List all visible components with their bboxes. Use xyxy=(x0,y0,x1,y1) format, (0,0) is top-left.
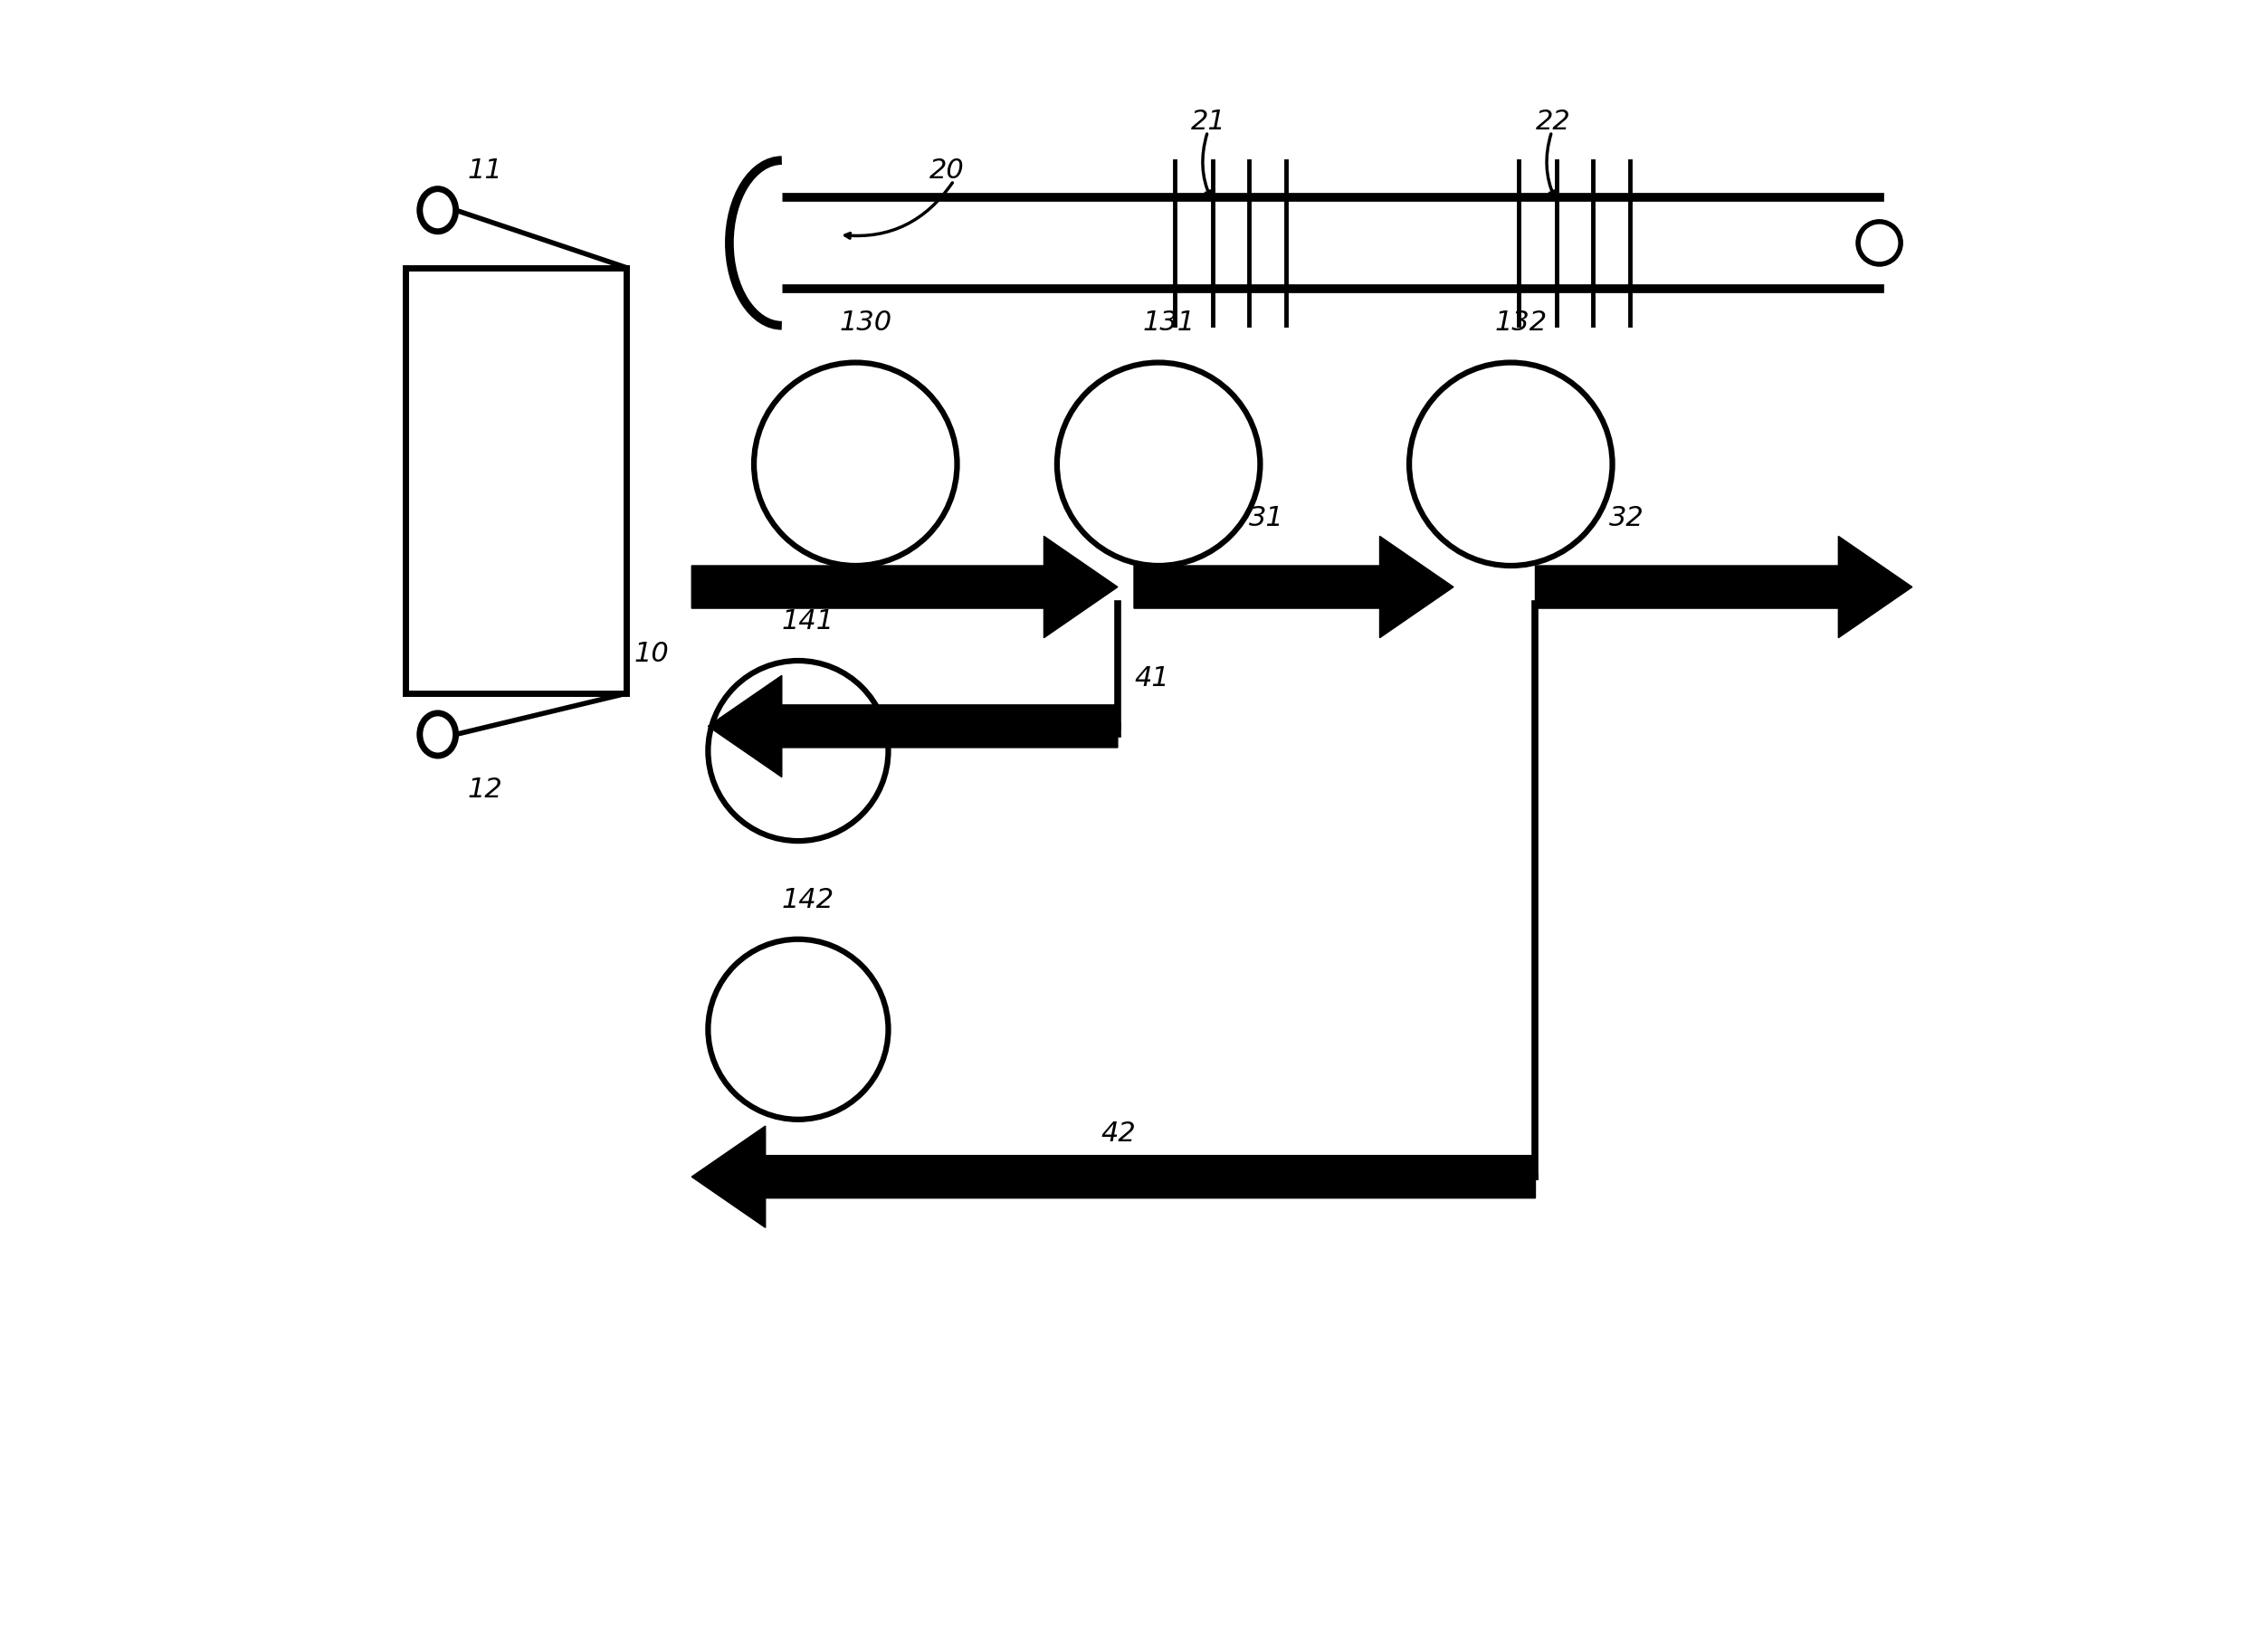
Text: 32: 32 xyxy=(1608,505,1644,531)
Text: 11: 11 xyxy=(467,157,501,183)
Text: 130: 130 xyxy=(839,310,891,337)
Text: 41: 41 xyxy=(1134,665,1168,691)
Text: 142: 142 xyxy=(782,886,835,912)
Circle shape xyxy=(708,939,889,1120)
Ellipse shape xyxy=(420,714,456,756)
Circle shape xyxy=(1408,363,1613,566)
Text: 20: 20 xyxy=(930,157,964,183)
Ellipse shape xyxy=(420,190,456,233)
Text: 30: 30 xyxy=(830,505,866,531)
Circle shape xyxy=(1857,223,1901,266)
FancyArrow shape xyxy=(708,676,1118,777)
Text: 21: 21 xyxy=(1191,109,1227,135)
FancyArrow shape xyxy=(692,536,1118,639)
Text: 22: 22 xyxy=(1535,109,1569,135)
Circle shape xyxy=(708,662,889,842)
FancyArrow shape xyxy=(1134,536,1454,639)
Wedge shape xyxy=(730,191,782,295)
Bar xyxy=(406,269,626,695)
FancyArrow shape xyxy=(1535,536,1912,639)
Text: 12: 12 xyxy=(467,777,501,802)
Text: 42: 42 xyxy=(1102,1120,1136,1147)
FancyArrow shape xyxy=(692,1127,1535,1228)
Circle shape xyxy=(1057,363,1261,566)
Text: 141: 141 xyxy=(782,607,835,634)
Text: 132: 132 xyxy=(1495,310,1547,337)
Circle shape xyxy=(753,363,957,566)
Text: 31: 31 xyxy=(1250,505,1284,531)
Text: 10: 10 xyxy=(635,640,669,667)
Text: 131: 131 xyxy=(1143,310,1195,337)
